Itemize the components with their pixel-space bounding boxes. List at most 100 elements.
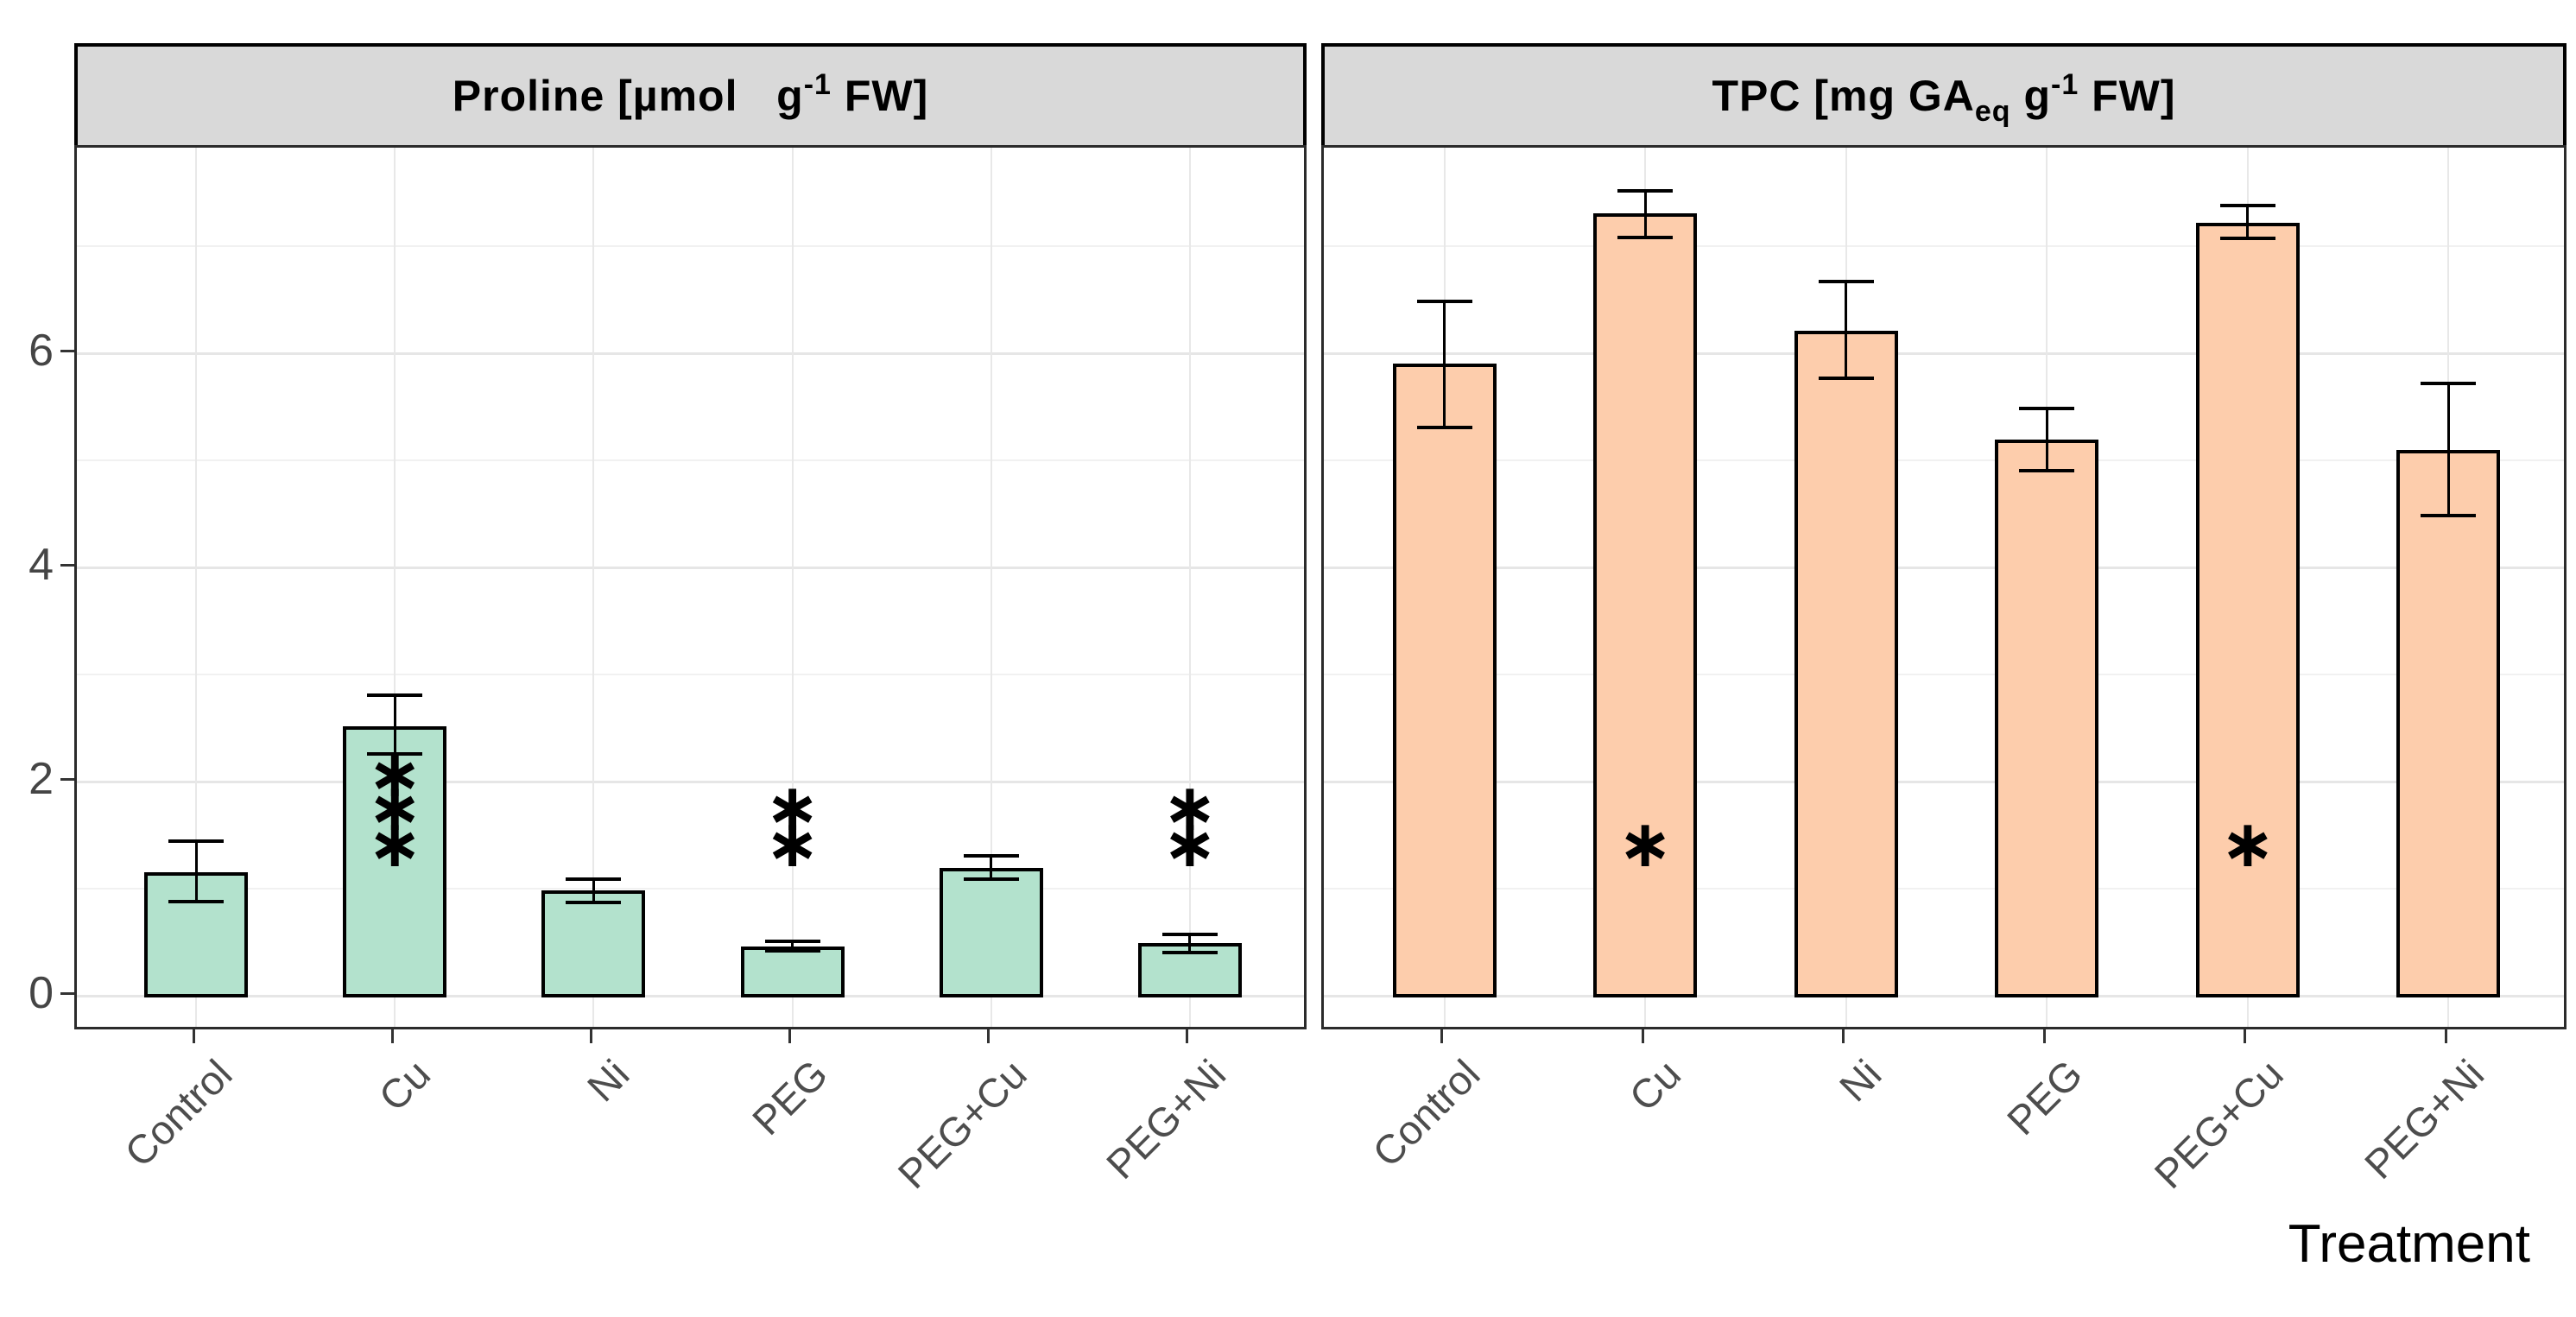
x-label-tpc-Cu: Cu	[1620, 1050, 1690, 1120]
errorbar-cap-upper-Cu	[1617, 188, 1674, 193]
y-tick-2	[60, 777, 74, 781]
bar-tpc-Control	[1392, 364, 1497, 997]
y-label-2: 2	[28, 754, 54, 804]
errorbar-cap-upper-Ni	[566, 877, 622, 881]
errorbar-cap-upper-Control	[1416, 300, 1472, 304]
x-tick-Cu	[390, 1029, 394, 1043]
x-label-proline-Ni: Ni	[578, 1050, 638, 1111]
bar-tpc-Cu	[1593, 212, 1698, 997]
x-label-proline-Control: Control	[115, 1050, 241, 1176]
gridline-minor-y7	[1324, 245, 2564, 247]
gridline-x-PEG	[791, 148, 794, 1027]
x-tick-Control	[1440, 1029, 1444, 1043]
errorbar-cap-upper-PEG	[764, 939, 820, 943]
x-label-proline-PEG+Cu: PEG+Cu	[889, 1050, 1035, 1198]
x-tick-PEG+Cu	[2244, 1029, 2247, 1043]
errorbar-cap-lower-Cu	[367, 751, 423, 756]
errorbar-cap-lower-PEG+Ni	[1161, 951, 1218, 955]
gridline-minor-y7	[77, 245, 1304, 247]
x-tick-Ni	[1842, 1029, 1845, 1043]
errorbar-Control	[194, 841, 198, 902]
x-label-tpc-Control: Control	[1364, 1050, 1489, 1176]
x-label-tpc-PEG+Ni: PEG+Ni	[2356, 1050, 2493, 1188]
errorbar-cap-lower-PEG	[764, 948, 820, 953]
gridline-major-y6	[1324, 352, 2564, 355]
gridline-major-y4	[1324, 567, 2564, 569]
x-tick-PEG	[788, 1029, 792, 1043]
gridline-major-y6	[77, 352, 1304, 355]
bar-tpc-PEG+Ni	[2396, 449, 2501, 997]
errorbar-cap-lower-PEG+Cu	[2219, 237, 2275, 241]
facet-title-tpc: TPC [mg GAeq g-1 FW]	[1712, 68, 2176, 128]
x-label-tpc-PEG+Cu: PEG+Cu	[2145, 1050, 2292, 1198]
gridline-major-y0	[1324, 995, 2564, 997]
y-label-6: 6	[28, 326, 54, 376]
gridline-x-Ni	[592, 148, 595, 1027]
gridline-minor-y5	[1324, 459, 2564, 461]
errorbar-PEG+Cu	[2246, 205, 2250, 239]
x-tick-Control	[192, 1029, 195, 1043]
x-tick-PEG+Cu	[987, 1029, 991, 1043]
gridline-major-y4	[77, 567, 1304, 569]
y-tick-6	[60, 349, 74, 352]
x-tick-PEG	[2042, 1029, 2046, 1043]
bar-tpc-PEG	[1995, 440, 2099, 997]
errorbar-Ni	[592, 878, 595, 903]
errorbar-cap-lower-Control	[168, 899, 225, 903]
x-tick-PEG+Ni	[1186, 1029, 1189, 1043]
errorbar-cap-upper-PEG	[2019, 407, 2075, 411]
gridline-x-PEG+Cu	[990, 148, 992, 1027]
y-label-4: 4	[28, 540, 54, 590]
errorbar-cap-upper-PEG+Ni	[1161, 933, 1218, 937]
errorbar-PEG+Ni	[1188, 934, 1192, 953]
x-label-tpc-PEG: PEG	[1997, 1050, 2092, 1144]
bar-tpc-PEG+Cu	[2195, 222, 2300, 997]
x-tick-Ni	[589, 1029, 592, 1043]
errorbar-PEG+Ni	[2446, 383, 2450, 516]
errorbar-Cu	[1643, 190, 1647, 238]
bar-tpc-Ni	[1794, 330, 1898, 997]
facet-strip-proline: Proline [µmol g-1 FW]	[74, 43, 1307, 149]
errorbar-Cu	[393, 694, 396, 754]
errorbar-cap-lower-Control	[1416, 425, 1472, 429]
errorbar-cap-upper-Ni	[1818, 279, 1874, 283]
gridline-x-PEG+Ni	[1188, 148, 1191, 1027]
x-tick-PEG+Ni	[2444, 1029, 2447, 1043]
panel-tpc: ∗ ∗	[1321, 145, 2567, 1029]
gridline-minor-y1	[77, 888, 1304, 890]
errorbar-Ni	[1845, 281, 1848, 378]
gridline-major-y2	[1324, 781, 2564, 783]
errorbar-cap-upper-PEG+Ni	[2421, 381, 2477, 385]
errorbar-PEG+Cu	[990, 855, 993, 879]
gridline-minor-y3	[77, 674, 1304, 675]
bar-proline-Cu	[343, 725, 447, 997]
gridline-major-y2	[77, 781, 1304, 783]
errorbar-cap-lower-Cu	[1617, 236, 1674, 240]
errorbar-cap-lower-PEG	[2019, 469, 2075, 473]
gridline-x-Cu	[394, 148, 396, 1027]
x-label-proline-PEG+Ni: PEG+Ni	[1097, 1050, 1234, 1188]
gridline-minor-y1	[1324, 888, 2564, 890]
x-label-proline-PEG: PEG	[743, 1050, 837, 1144]
errorbar-Control	[1443, 301, 1446, 427]
errorbar-cap-lower-Ni	[1818, 376, 1874, 380]
errorbar-PEG	[2045, 408, 2048, 472]
errorbar-cap-lower-PEG+Ni	[2421, 514, 2477, 518]
errorbar-cap-lower-PEG+Cu	[963, 877, 1019, 881]
facet-strip-tpc: TPC [mg GAeq g-1 FW]	[1321, 43, 2567, 149]
errorbar-cap-upper-Control	[168, 839, 225, 844]
x-tick-Cu	[1641, 1029, 1644, 1043]
gridline-x-Control	[195, 148, 198, 1027]
errorbar-cap-lower-Ni	[566, 901, 622, 905]
gridline-minor-y5	[77, 459, 1304, 461]
gridline-major-y0	[77, 995, 1304, 997]
errorbar-PEG	[791, 940, 794, 951]
bar-proline-Ni	[541, 890, 646, 997]
gridline-minor-y3	[1324, 674, 2564, 675]
y-tick-4	[60, 563, 74, 567]
y-tick-0	[60, 991, 74, 995]
facet-title-proline: Proline [µmol g-1 FW]	[452, 68, 929, 120]
bar-proline-PEG+Cu	[939, 868, 1043, 997]
bar-proline-PEG	[740, 946, 845, 997]
